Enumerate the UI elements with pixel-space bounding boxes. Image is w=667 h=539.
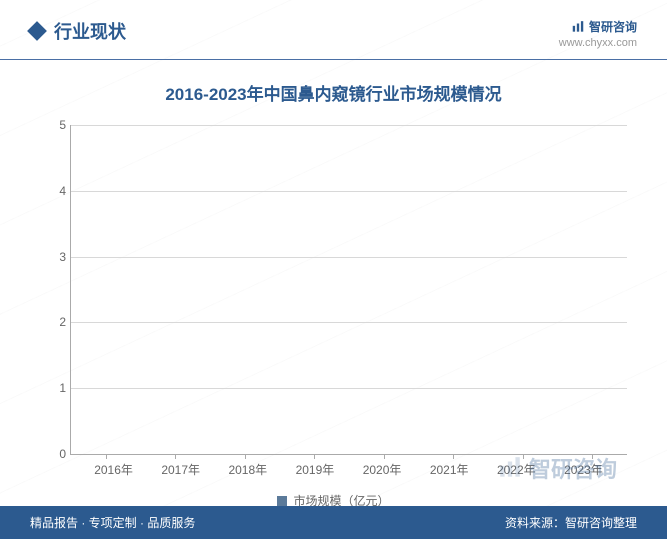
brand-logo-icon xyxy=(571,20,585,34)
y-tick-label: 3 xyxy=(59,250,66,264)
chart-plot-area: 012345 xyxy=(70,125,627,455)
x-tick xyxy=(175,454,176,459)
brand-name: 智研咨询 xyxy=(589,18,637,35)
header-right: 智研咨询 www.chyxx.com xyxy=(559,18,637,49)
footer-left-text: 精品报告 · 专项定制 · 品质服务 xyxy=(30,514,195,531)
diamond-icon xyxy=(27,21,47,41)
y-tick-label: 2 xyxy=(59,315,66,329)
y-axis-labels: 012345 xyxy=(46,125,66,454)
legend-swatch xyxy=(277,496,287,506)
chart-title: 2016-2023年中国鼻内窥镜行业市场规模情况 xyxy=(40,80,627,105)
y-tick-label: 4 xyxy=(59,184,66,198)
brand-line: 智研咨询 xyxy=(559,18,637,35)
x-tick-label: 2019年 xyxy=(281,461,348,478)
watermark-logo-icon xyxy=(497,455,523,481)
x-tick-label: 2020年 xyxy=(349,461,416,478)
chart-container: 2016-2023年中国鼻内窥镜行业市场规模情况 012345 2016年201… xyxy=(0,60,667,519)
header-left: 行业现状 xyxy=(30,18,126,44)
y-tick-label: 1 xyxy=(59,381,66,395)
y-tick-label: 5 xyxy=(59,118,66,132)
x-tick-label: 2018年 xyxy=(214,461,281,478)
x-tick-label: 2021年 xyxy=(416,461,483,478)
x-tick xyxy=(106,454,107,459)
header: 行业现状 智研咨询 www.chyxx.com xyxy=(0,0,667,60)
watermark-brand: 智研咨询 xyxy=(497,452,617,484)
bars-group xyxy=(71,125,627,454)
x-tick xyxy=(314,454,315,459)
footer-right-text: 资料来源：智研咨询整理 xyxy=(505,514,637,531)
x-tick-label: 2017年 xyxy=(147,461,214,478)
x-tick xyxy=(384,454,385,459)
website-text: www.chyxx.com xyxy=(559,37,637,49)
x-tick-label: 2016年 xyxy=(80,461,147,478)
watermark-text: 智研咨询 xyxy=(529,452,617,484)
section-title: 行业现状 xyxy=(54,18,126,44)
footer: 精品报告 · 专项定制 · 品质服务 资料来源：智研咨询整理 xyxy=(0,506,667,539)
x-tick xyxy=(245,454,246,459)
y-tick-label: 0 xyxy=(59,447,66,461)
x-tick xyxy=(453,454,454,459)
